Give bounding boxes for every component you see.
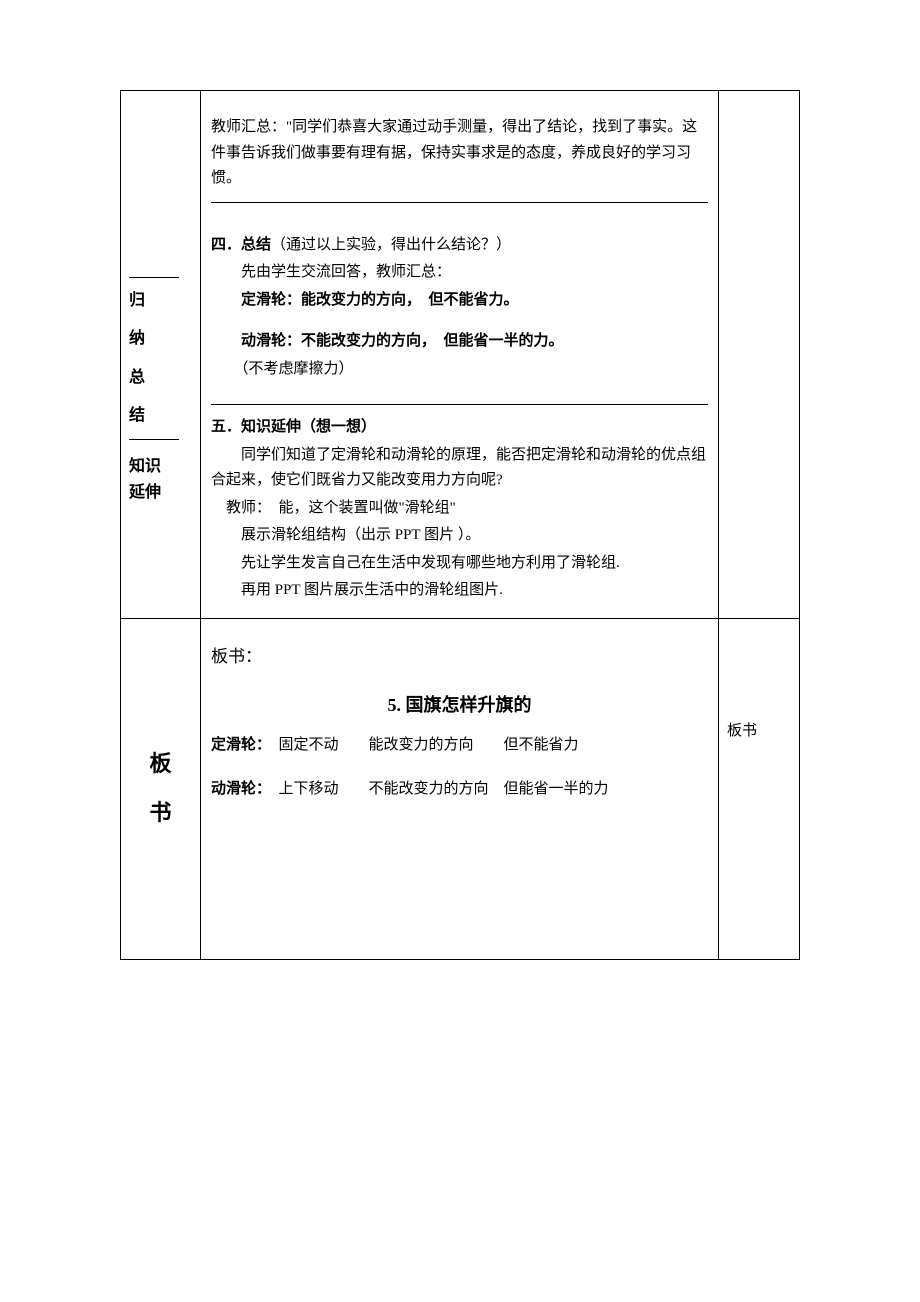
- board-content: 板书： 5. 国旗怎样升旗的 定滑轮： 固定不动 能改变力的方向 但不能省力 动…: [201, 619, 719, 959]
- section4-note: （不考虑摩擦力）: [211, 357, 708, 383]
- section5-line4: 先让学生发言自己在生活中发现有哪些地方利用了滑轮组.: [211, 551, 708, 577]
- content-divider: [211, 202, 708, 203]
- section4-subtitle: （通过以上实验，得出什么结论？）: [271, 237, 511, 253]
- board-char-1: 板: [129, 740, 192, 788]
- content-column: 教师汇总："同学们恭喜大家通过动手测量，得出了结论，找到了事实。这件事告诉我们做…: [201, 91, 719, 618]
- lesson-plan-table: 归 纳 总 结 知识 延伸 教师汇总："同学们恭喜大家通过动手测量，得出了结论，…: [120, 90, 800, 960]
- section5-line3: 展示滑轮组结构（出示 PPT 图片 ）。: [211, 523, 708, 549]
- board-char-2: 书: [129, 789, 192, 837]
- label-knowledge-ext-1: 知识: [129, 454, 192, 480]
- divider-line: [129, 439, 179, 440]
- teacher-summary-para: 教师汇总："同学们恭喜大家通过动手测量，得出了结论，找到了事实。这件事告诉我们做…: [211, 115, 708, 192]
- label-knowledge-ext-2: 延伸: [129, 480, 192, 506]
- row-summary-extension: 归 纳 总 结 知识 延伸 教师汇总："同学们恭喜大家通过动手测量，得出了结论，…: [121, 91, 799, 619]
- section5-line1: 同学们知道了定滑轮和动滑轮的原理，能否把定滑轮和动滑轮的优点组合起来，使它们既省…: [211, 443, 708, 494]
- board-moving-text: 上下移动 不能改变力的方向 但能省一半的力: [264, 781, 609, 797]
- section5-line2: 教师： 能，这个装置叫做"滑轮组": [211, 496, 708, 522]
- section4-line1: 先由学生交流回答，教师汇总：: [211, 260, 708, 286]
- right-column-board: 板书: [719, 619, 799, 959]
- left-column-board: 板 书: [121, 619, 201, 959]
- board-moving-label: 动滑轮：: [211, 781, 264, 797]
- board-fixed-pulley: 定滑轮： 固定不动 能改变力的方向 但不能省力: [211, 733, 708, 759]
- right-board-label: 板书: [727, 719, 757, 740]
- board-heading: 板书：: [211, 643, 708, 672]
- label-summary: 归 纳 总 结: [129, 282, 192, 436]
- divider-line: [129, 277, 179, 278]
- section4-heading: 四．总结（通过以上实验，得出什么结论？）: [211, 233, 708, 259]
- char-zong: 总: [129, 359, 192, 397]
- section5-title: 五．知识延伸（想一想）: [211, 415, 708, 441]
- board-fixed-text: 固定不动 能改变力的方向 但不能省力: [264, 737, 579, 753]
- board-fixed-label: 定滑轮：: [211, 737, 264, 753]
- char-jie: 结: [129, 397, 192, 435]
- section4-fixed-pulley: 定滑轮：能改变力的方向， 但不能省力。: [211, 288, 708, 314]
- char-gui: 归: [129, 282, 192, 320]
- right-column-notes: [719, 91, 799, 618]
- section4-moving-pulley: 动滑轮：不能改变力的方向， 但能省一半的力。: [211, 329, 708, 355]
- section4-title: 四．总结: [211, 237, 271, 253]
- char-na: 纳: [129, 320, 192, 358]
- section5-line5: 再用 PPT 图片展示生活中的滑轮组图片.: [211, 578, 708, 604]
- row-board-writing: 板 书 板书： 5. 国旗怎样升旗的 定滑轮： 固定不动 能改变力的方向 但不能…: [121, 619, 799, 959]
- board-title: 5. 国旗怎样升旗的: [211, 691, 708, 717]
- board-moving-pulley: 动滑轮： 上下移动 不能改变力的方向 但能省一半的力: [211, 777, 708, 803]
- left-column-labels: 归 纳 总 结 知识 延伸: [121, 91, 201, 618]
- content-divider-2: [211, 404, 708, 405]
